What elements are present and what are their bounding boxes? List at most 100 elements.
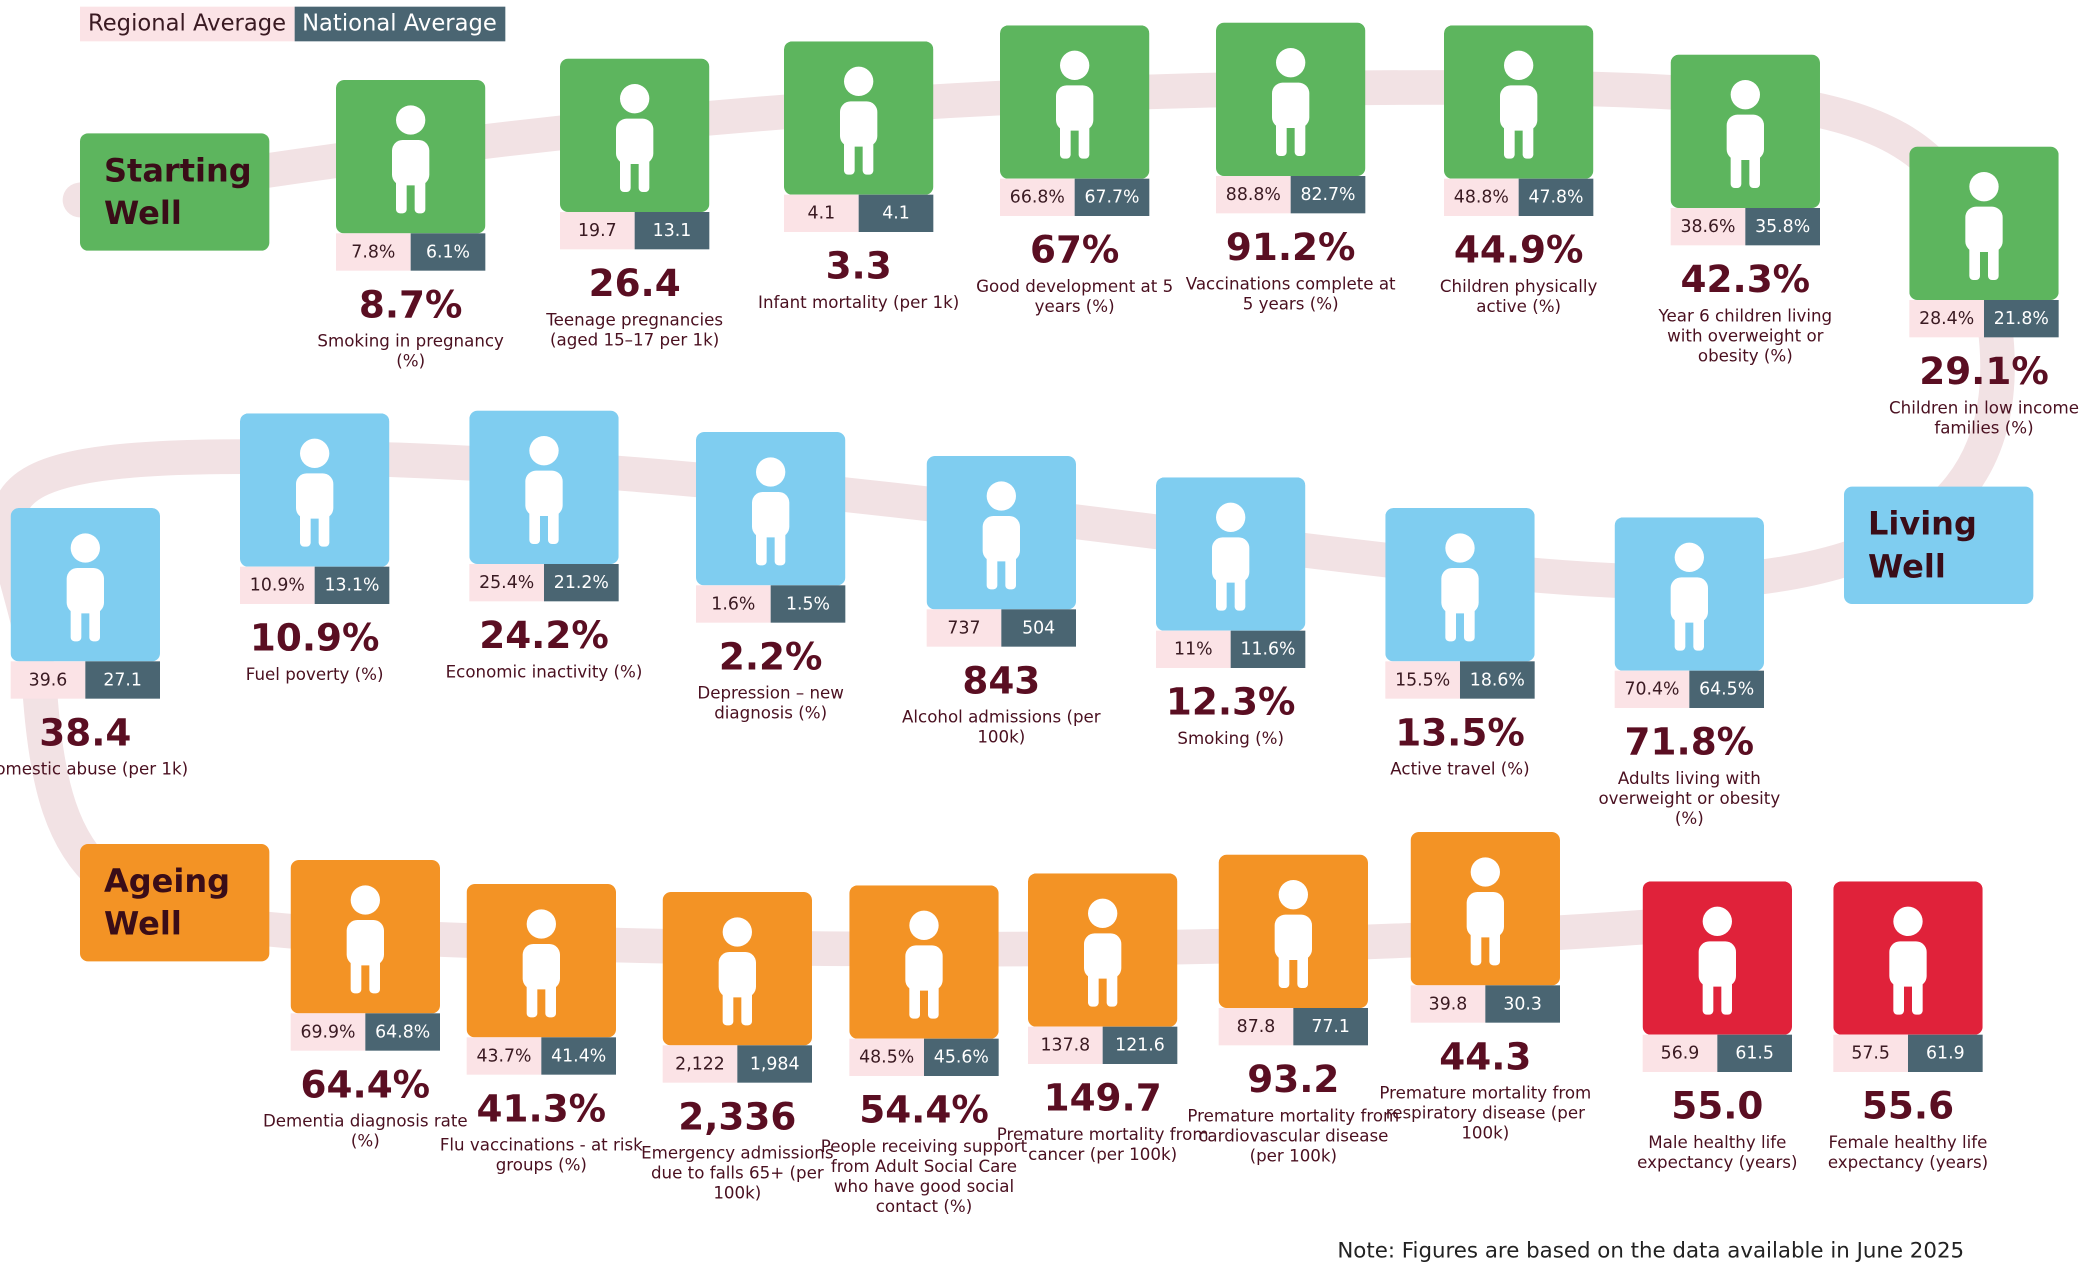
indicator-value: 67% <box>1029 227 1120 272</box>
indicator-value: 55.0 <box>1671 1083 1764 1128</box>
indicator-label: Female healthy life expectancy (years) <box>1827 1131 1989 1172</box>
regional-average: 1.6% <box>695 585 771 623</box>
indicator-label: Fuel poverty (%) <box>245 663 384 684</box>
national-average: 13.1 <box>634 211 710 250</box>
icon <box>1155 477 1306 631</box>
indicator-value: 24.2% <box>479 613 609 658</box>
regional-average: 43.7% <box>466 1037 542 1075</box>
regional-average: 2,122 <box>662 1045 738 1083</box>
indicator-value: 8.7% <box>358 282 463 327</box>
icon <box>559 58 710 212</box>
averages: 2,122 1,984 <box>662 1045 812 1083</box>
indicator-card: 69.9% 64.8% 64.4% Dementia diagnosis rate (… <box>263 859 468 1151</box>
indicator-label: Flu vaccinations - at risk groups (%) <box>439 1134 643 1175</box>
averages: 87.8 77.1 <box>1218 1007 1368 1046</box>
indicator-label: Children physically active (%) <box>1439 275 1598 316</box>
averages: 48.5% 45.6% <box>849 1038 999 1076</box>
regional-average: 87.8 <box>1218 1007 1294 1046</box>
indicator-value: 10.9% <box>249 615 380 660</box>
national-average: 45.6% <box>923 1038 999 1076</box>
indicator-card: 28.4% 21.8% 29.1% Children in low income fa… <box>1889 146 2079 437</box>
indicator-card: 15.5% 18.6% 13.5% Active travel (%) <box>1385 507 1535 779</box>
indicator-card: 1.6% 1.5% 2.2% Depression – new diagnosis (… <box>695 431 846 723</box>
icon <box>1909 146 2059 300</box>
national-average: 6.1% <box>410 233 486 271</box>
regional-average: 39.6 <box>10 661 86 699</box>
indicator-value: 44.9% <box>1453 227 1584 272</box>
indicator-label: Depression – new diagnosis (%) <box>697 682 844 723</box>
regional-average: 48.8% <box>1443 178 1519 216</box>
icon <box>1670 54 1820 208</box>
indicator-label: Economic inactivity (%) <box>445 661 643 682</box>
icon <box>290 859 440 1014</box>
national-average: 11.6% <box>1230 630 1306 668</box>
icon <box>662 891 812 1046</box>
indicator-value: 93.2 <box>1247 1057 1340 1102</box>
icon <box>1410 831 1560 986</box>
icon <box>466 883 616 1038</box>
indicator-label: Good development at 5 years (%) <box>976 275 1174 316</box>
averages: 88.8% 82.7% <box>1215 175 1366 214</box>
regional-average: 28.4% <box>1909 299 1984 338</box>
national-average: 4.1 <box>858 194 934 232</box>
icon <box>1642 881 1792 1035</box>
icon <box>1027 873 1178 1027</box>
indicator-label: Children in low income families (%) <box>1889 397 2079 438</box>
icon <box>1833 881 1983 1035</box>
indicator-card: 43.7% 41.4% 41.3% Flu vaccinations - at ris… <box>440 883 643 1175</box>
indicator-value: 843 <box>962 658 1041 703</box>
national-average: 61.9 <box>1907 1034 1983 1072</box>
national-average: 64.8% <box>365 1013 440 1051</box>
indicator-label: Male healthy life expectancy (years) <box>1637 1131 1798 1172</box>
regional-average: 66.8% <box>999 178 1075 216</box>
averages: 10.9% 13.1% <box>239 566 390 604</box>
regional-average: 88.8% <box>1215 175 1291 214</box>
legend-regional: Regional Average <box>79 6 295 42</box>
indicator-card: 39.8 30.3 44.3 Premature mortality from res… <box>1379 831 1591 1143</box>
indicator-card: 39.6 27.1 38.4 Domestic abuse (per 1k) <box>0 507 188 779</box>
indicator-value: 29.1% <box>1919 349 2049 394</box>
regional-average: 11% <box>1155 630 1231 668</box>
averages: 1.6% 1.5% <box>695 585 846 623</box>
national-average: 1.5% <box>770 585 846 623</box>
regional-average: 56.9 <box>1642 1034 1718 1072</box>
indicator-card: 11% 11.6% 12.3% Smoking (%) <box>1155 477 1306 748</box>
national-average: 47.8% <box>1518 178 1594 216</box>
icon <box>1215 22 1366 176</box>
national-average: 21.2% <box>543 563 619 602</box>
indicator-value: 2.2% <box>718 634 823 679</box>
indicator-label: Premature mortality from cardiovascular … <box>1187 1105 1400 1166</box>
indicator-label: Active travel (%) <box>1390 758 1530 779</box>
national-average: 21.8% <box>1983 299 2059 338</box>
indicator-label: Dementia diagnosis rate (%) <box>262 1110 468 1151</box>
icon <box>1385 507 1535 662</box>
averages: 70.4% 64.5% <box>1614 670 1764 708</box>
indicator-card: 66.8% 67.7% 67% Good development at 5 years… <box>976 25 1173 316</box>
indicator-label: Smoking in pregnancy (%) <box>317 330 504 371</box>
indicator-label: Year 6 children living with overweight o… <box>1658 305 1833 366</box>
national-average: 27.1 <box>85 661 160 699</box>
indicator-value: 91.2% <box>1225 225 1356 270</box>
indicator-label: Teenage pregnancies (aged 15–17 per 1k) <box>546 309 724 350</box>
regional-average: 15.5% <box>1385 661 1460 699</box>
icon <box>783 41 934 195</box>
indicator-value: 71.8% <box>1624 719 1755 764</box>
section-title: Starting Well <box>79 133 270 251</box>
icon <box>849 885 999 1039</box>
regional-average: 7.8% <box>335 233 411 271</box>
indicator-card: 7.8% 6.1% 8.7% Smoking in pregnancy (%) <box>317 79 504 371</box>
indicator-card: 737 504 843 Alcohol admissions (per 100k) <box>902 455 1101 747</box>
averages: 137.8 121.6 <box>1027 1026 1178 1064</box>
indicator-label: Infant mortality (per 1k) <box>758 291 960 312</box>
indicator-value: 149.7 <box>1043 1075 1162 1120</box>
indicator-card: 56.9 61.5 55.0 Male healthy life expectancy… <box>1637 881 1797 1172</box>
regional-average: 69.9% <box>290 1013 366 1051</box>
indicator-value: 55.6 <box>1861 1083 1955 1128</box>
averages: 38.6% 35.8% <box>1670 207 1820 246</box>
indicator-value: 54.4% <box>859 1087 989 1132</box>
indicator-label: Vaccinations complete at 5 years (%) <box>1185 273 1396 314</box>
indicator-card: 19.7 13.1 26.4 Teenage pregnancies (aged 15… <box>546 58 723 349</box>
averages: 39.6 27.1 <box>10 661 160 699</box>
indicator-value: 12.3% <box>1165 679 1296 724</box>
